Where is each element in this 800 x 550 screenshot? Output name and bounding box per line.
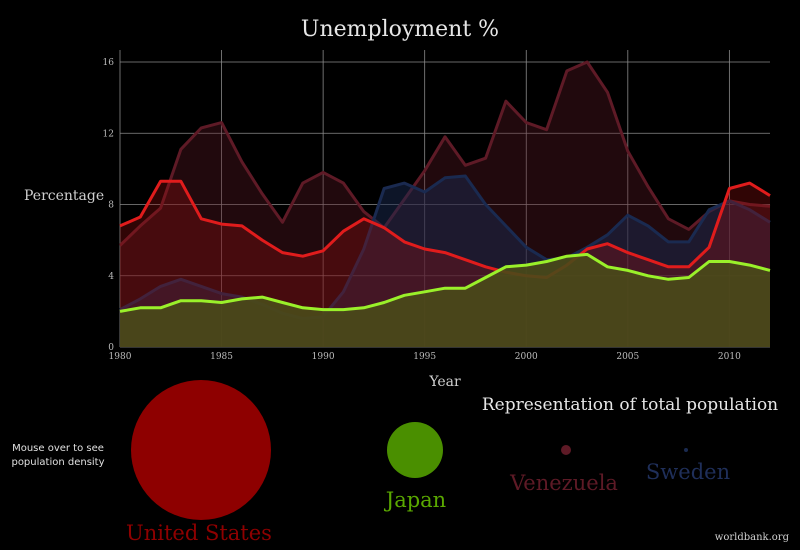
x-tick-label: 1980: [109, 352, 132, 362]
population-note-line-2: population density: [11, 457, 104, 468]
x-tick-label: 2000: [515, 352, 538, 362]
y-tick-label: 16: [103, 58, 115, 68]
bubble-label-united-states: United States: [126, 521, 272, 545]
x-tick-label: 2005: [616, 352, 639, 362]
line-japan: [119, 252, 771, 313]
line-venezuela: [118, 60, 771, 247]
y-axis-title: Percentage: [24, 188, 104, 204]
chart-title: Unemployment %: [301, 17, 499, 42]
x-tick-label: 2010: [718, 352, 741, 362]
x-tick-label: 1985: [210, 352, 233, 362]
x-tick-label: 1995: [413, 352, 436, 362]
y-tick-label: 8: [108, 201, 114, 211]
y-tick-label: 0: [108, 343, 114, 353]
y-tick-label: 4: [108, 272, 114, 282]
tick-labels: 0 4 8 12 16 1980 1985 1990 1995 2000 2005 2010: [103, 58, 742, 362]
line-united-states: [119, 179, 771, 279]
bubble-label-venezuela: Venezuela: [509, 471, 618, 495]
population-note-line-1: Mouse over to see: [12, 443, 104, 454]
bubble-venezuela[interactable]: [561, 445, 571, 455]
x-tick-label: 1990: [312, 352, 335, 362]
bubble-label-japan: Japan: [384, 488, 446, 512]
area-japan: [120, 254, 770, 347]
population-heading: Representation of total population: [482, 395, 778, 415]
bubble-japan[interactable]: [387, 422, 443, 478]
bubble-united-states[interactable]: [131, 380, 271, 520]
x-axis-title: Year: [428, 374, 461, 390]
series-layer: [118, 60, 771, 347]
bubble-label-sweden: Sweden: [646, 460, 730, 484]
y-tick-label: 12: [103, 129, 114, 139]
bubble-sweden[interactable]: [684, 448, 688, 452]
line-sweden: [119, 174, 771, 320]
source-credit: worldbank.org: [715, 532, 790, 543]
